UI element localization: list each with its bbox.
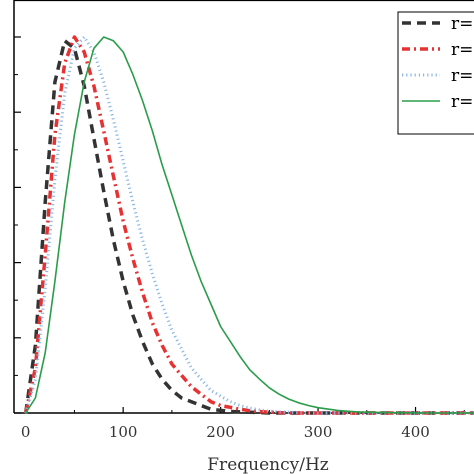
x-tick-label: 300	[304, 423, 333, 441]
series-layer	[23, 35, 474, 415]
legend-label-2: r=	[451, 40, 473, 60]
legend-box	[397, 11, 474, 135]
legend-label-3: r=	[451, 66, 473, 86]
x-tick-label: 200	[206, 423, 235, 441]
x-tick-label: 100	[109, 423, 138, 441]
legend-label-4: r=	[451, 92, 473, 112]
series-line-2	[23, 35, 474, 415]
legend-label-1: r=	[451, 14, 473, 34]
series-line-4	[24, 36, 474, 414]
series-line-1	[23, 39, 474, 415]
x-tick-label: 0	[21, 423, 31, 441]
x-axis-label: Frequency/Hz	[207, 455, 329, 474]
x-tick-label: 400	[401, 423, 430, 441]
legend: r= r= r= r=	[397, 11, 474, 135]
